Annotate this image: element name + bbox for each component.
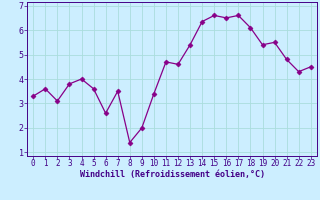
X-axis label: Windchill (Refroidissement éolien,°C): Windchill (Refroidissement éolien,°C) [79,170,265,179]
